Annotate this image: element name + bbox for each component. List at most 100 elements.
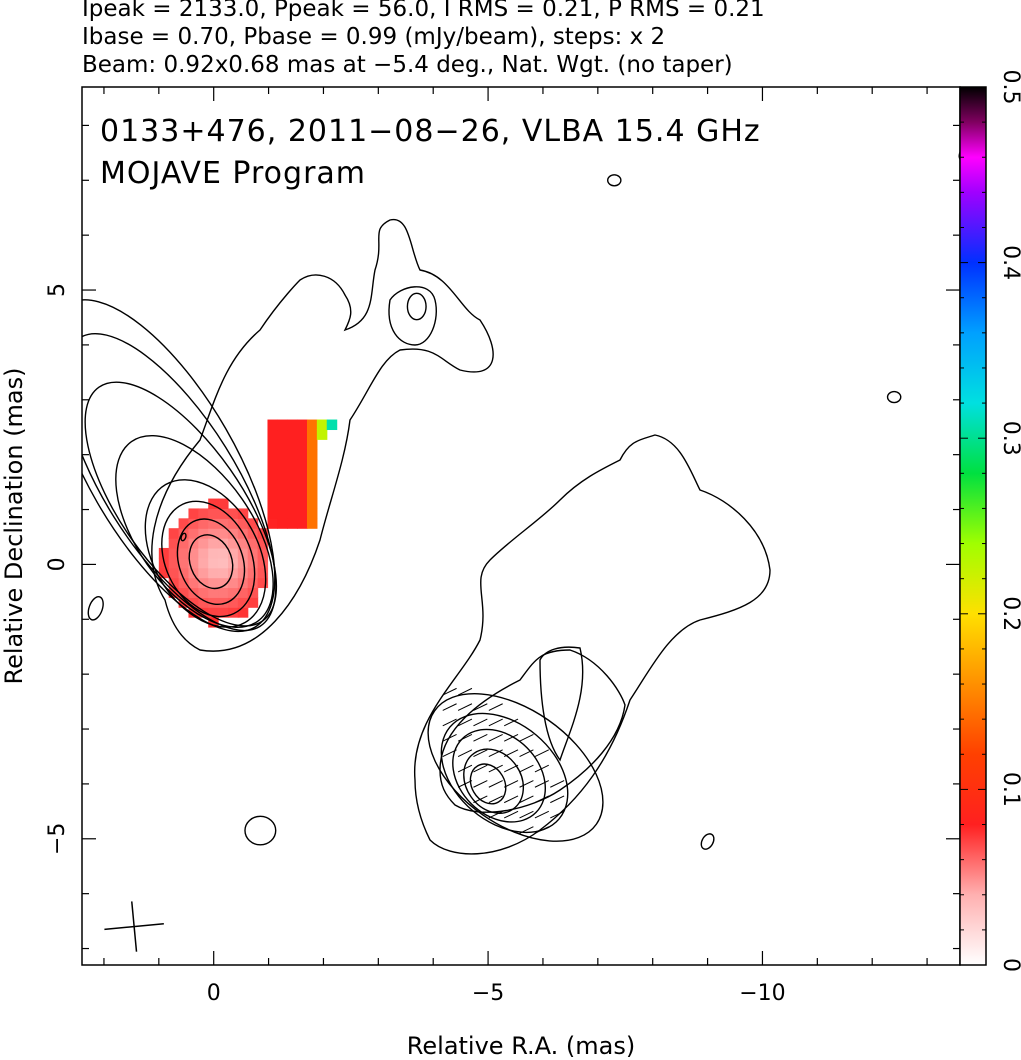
x-axis-label: Relative R.A. (mas) (407, 1032, 635, 1060)
pol-pixel (257, 528, 269, 539)
colorbar-tick-label: 0.2 (998, 596, 1021, 631)
pol-pixel (188, 508, 199, 519)
evpa-vector (488, 810, 503, 819)
y-tick-label: −5 (45, 823, 70, 855)
total-intensity-contours (82, 150, 960, 855)
small-contour (700, 833, 715, 850)
evpa-vector (519, 795, 534, 804)
pol-pixel (287, 419, 298, 431)
pol-pixel (306, 439, 318, 450)
pol-pixel (198, 557, 209, 569)
small-contour (406, 292, 427, 321)
pol-pixel (287, 518, 298, 529)
evpa-vector (473, 764, 488, 773)
pol-pixel (297, 498, 308, 510)
pol-pixel (306, 468, 318, 480)
pol-pixel (168, 528, 180, 539)
evpa-vector (457, 764, 473, 773)
evpa-vector (503, 780, 519, 788)
pol-pixel (218, 547, 229, 559)
pol-pixel (158, 567, 170, 579)
pol-pixel (208, 528, 219, 539)
pol-pixel (208, 547, 219, 559)
pol-pixel (188, 607, 199, 618)
evpa-vector (503, 749, 519, 757)
pol-pixel (198, 538, 209, 549)
small-contour (244, 815, 277, 846)
pol-pixel (306, 459, 318, 470)
pol-pixel (198, 587, 209, 598)
header-line-1: Ipeak = 2133.0, Ppeak = 56.0, I RMS = 0.… (82, 0, 765, 22)
pol-pixel (198, 577, 209, 589)
pol-pixel (218, 567, 229, 579)
evpa-vector (457, 734, 473, 742)
pol-pixel (267, 429, 278, 440)
beam-minor-axis (104, 923, 164, 931)
pol-pixel (227, 597, 239, 608)
pol-pixel (237, 567, 249, 579)
pol-pixel (208, 557, 219, 569)
pol-pixel (277, 449, 288, 460)
evpa-vector (519, 810, 534, 819)
pol-pixel (297, 508, 308, 519)
x-tick-label: −10 (739, 981, 785, 1006)
y-tick-label: 0 (45, 557, 70, 571)
evpa-vector (534, 795, 549, 804)
pol-pixel (267, 508, 278, 519)
evpa-vector (550, 810, 565, 819)
evpa-vector (457, 718, 473, 727)
evpa-vector (457, 749, 473, 757)
pol-pixel (218, 528, 229, 539)
header-line-3: Beam: 0.92x0.68 mas at −5.4 deg., Nat. W… (82, 52, 733, 78)
pol-pixel (208, 577, 219, 589)
evpa-vector (488, 734, 503, 742)
pol-pixel (306, 508, 318, 519)
pol-pixel (188, 518, 199, 529)
pol-pixel (297, 478, 308, 490)
southern-contour (463, 748, 525, 814)
pol-pixel (247, 518, 259, 529)
pol-pixel (297, 468, 308, 480)
pol-pixel (326, 419, 338, 431)
pol-pixel (316, 419, 328, 431)
pol-pixel (257, 567, 269, 579)
pol-pixel (257, 577, 269, 589)
pol-pixel (247, 567, 259, 579)
core-contour (82, 332, 277, 632)
pol-pixel (178, 518, 190, 529)
pol-pixel (267, 459, 278, 470)
pol-pixel (247, 557, 259, 569)
evpa-vector (488, 780, 503, 788)
pol-pixel (188, 538, 199, 549)
pol-pixel (297, 449, 308, 460)
pol-pixel (218, 557, 229, 569)
pol-pixel (287, 449, 298, 460)
evpa-vector (503, 810, 519, 819)
pol-pixel (227, 518, 239, 529)
evpa-vector (457, 687, 473, 696)
evpa-vector (534, 749, 549, 757)
map-subtitle: MOJAVE Program (100, 156, 366, 191)
pol-pixel (188, 547, 199, 559)
pol-pixel (198, 508, 209, 519)
pol-pixel (237, 547, 249, 559)
evpa-vector (488, 718, 503, 727)
pol-pixel (297, 459, 308, 470)
pol-pixel (297, 439, 308, 450)
pol-pixel (287, 429, 298, 440)
evpa-vector (503, 734, 519, 742)
pol-pixel (218, 498, 229, 510)
pol-pixel (227, 508, 239, 519)
pol-pixel (208, 587, 219, 598)
small-contour (886, 390, 902, 404)
pol-pixel (178, 577, 190, 589)
pol-pixel (237, 538, 249, 549)
x-tick-label: 0 (207, 981, 221, 1006)
pol-pixel (178, 538, 190, 549)
pol-pixel (218, 597, 229, 608)
pol-pixel (227, 528, 239, 539)
evpa-vector (519, 826, 534, 834)
core-contour (161, 500, 256, 618)
pol-pixel (178, 547, 190, 559)
header-line-2: Ibase = 0.70, Pbase = 0.99 (mJy/beam), s… (82, 24, 665, 50)
